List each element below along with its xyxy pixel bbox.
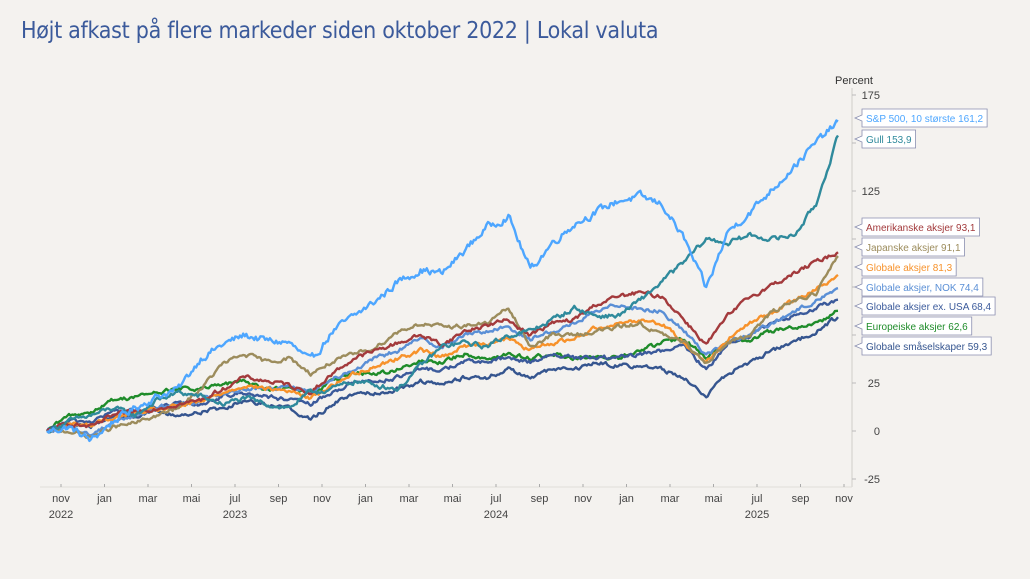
x-tick-label: jul — [750, 493, 762, 505]
series-line-amerikanske-aksjer — [46, 251, 839, 432]
end-label: Globale aksjer 81,3 — [853, 257, 957, 277]
end-label: Globale aksjer ex. USA 68,4 — [853, 296, 996, 316]
x-tick-label: sep — [270, 493, 288, 505]
end-label-text: Globale småselskaper 59,3 — [866, 341, 988, 353]
end-label-box — [853, 316, 973, 336]
end-label-text: Europeiske aksjer 62,6 — [866, 322, 968, 333]
x-tick-year-label: 2025 — [745, 509, 769, 521]
end-label-box — [853, 237, 965, 257]
end-label: Globale småselskaper 59,3 — [853, 336, 992, 356]
x-tick-label: nov — [835, 493, 853, 505]
x-tick-year-label: 2023 — [223, 509, 247, 521]
x-tick-year-label: 2024 — [484, 509, 508, 521]
end-labels: S&P 500, 10 største 161,2 Gull 153,9 Ameri… — [853, 108, 996, 356]
x-tick-label: mai — [444, 493, 462, 505]
end-label-text: Globale aksjer ex. USA 68,4 — [866, 302, 992, 313]
x-tick-label: nov — [313, 493, 331, 505]
y-tick-label: 25 — [868, 378, 880, 390]
end-label-box — [853, 257, 957, 277]
end-label: Globale aksjer, NOK 74,4 — [853, 277, 984, 297]
y-tick-label: 125 — [862, 186, 880, 198]
end-label-box — [853, 129, 916, 149]
series-line-japanske-aksjer — [46, 255, 839, 439]
x-tick-label: nov — [52, 493, 70, 505]
x-tick-label: jan — [357, 493, 373, 505]
x-tick-label: jan — [618, 493, 634, 505]
x-tick-label: mar — [661, 493, 680, 505]
end-label-text: Amerikanske aksjer 93,1 — [866, 223, 976, 234]
end-label-box — [853, 108, 988, 128]
series-line-globale-småselskaper — [46, 316, 839, 433]
end-label-box — [853, 277, 984, 297]
x-tick-label: mar — [400, 493, 419, 505]
end-label: Japanske aksjer 91,1 — [853, 237, 965, 257]
x-tick-label: jul — [228, 493, 240, 505]
end-label-text: Japanske aksjer 91,1 — [866, 243, 961, 254]
end-label-box — [853, 336, 992, 356]
x-tick-label: mai — [183, 493, 201, 505]
end-label-text: Gull 153,9 — [866, 135, 912, 146]
end-label: S&P 500, 10 største 161,2 — [853, 108, 988, 128]
end-label: Europeiske aksjer 62,6 — [853, 316, 973, 336]
x-tick-label: mar — [139, 493, 158, 505]
x-tick-label: jul — [489, 493, 501, 505]
series-lines — [46, 119, 839, 443]
y-tick-label: -25 — [864, 474, 880, 486]
axes: Percent 175 125 25 0 -25 nov 2022 jan mar mai jul 20… — [40, 75, 880, 521]
x-tick-year-label: 2022 — [49, 509, 73, 521]
x-tick-label: sep — [531, 493, 549, 505]
end-label: Gull 153,9 — [853, 129, 916, 149]
x-tick-label: sep — [792, 493, 810, 505]
chart-title: Højt afkast på flere markeder siden okto… — [21, 18, 659, 44]
y-axis-unit-label: Percent — [835, 75, 873, 87]
end-label-box — [853, 296, 996, 316]
series-line-gull — [46, 134, 839, 434]
end-label: Amerikanske aksjer 93,1 — [853, 217, 980, 237]
x-tick-label: nov — [574, 493, 592, 505]
x-tick-label: jan — [96, 493, 112, 505]
end-label-text: Globale aksjer, NOK 74,4 — [866, 283, 979, 294]
x-tick-label: mai — [705, 493, 723, 505]
end-label-box — [853, 217, 980, 237]
end-label-text: S&P 500, 10 største 161,2 — [866, 114, 984, 125]
y-tick-label: 175 — [862, 90, 880, 102]
end-label-text: Globale aksjer 81,3 — [866, 263, 953, 274]
y-tick-label: 0 — [874, 426, 880, 438]
series-line-globale-aksjer-ex-usa — [46, 298, 839, 432]
series-line-europeiske-aksjer — [46, 309, 839, 432]
series-line-s-p-500-10-største — [46, 119, 839, 443]
